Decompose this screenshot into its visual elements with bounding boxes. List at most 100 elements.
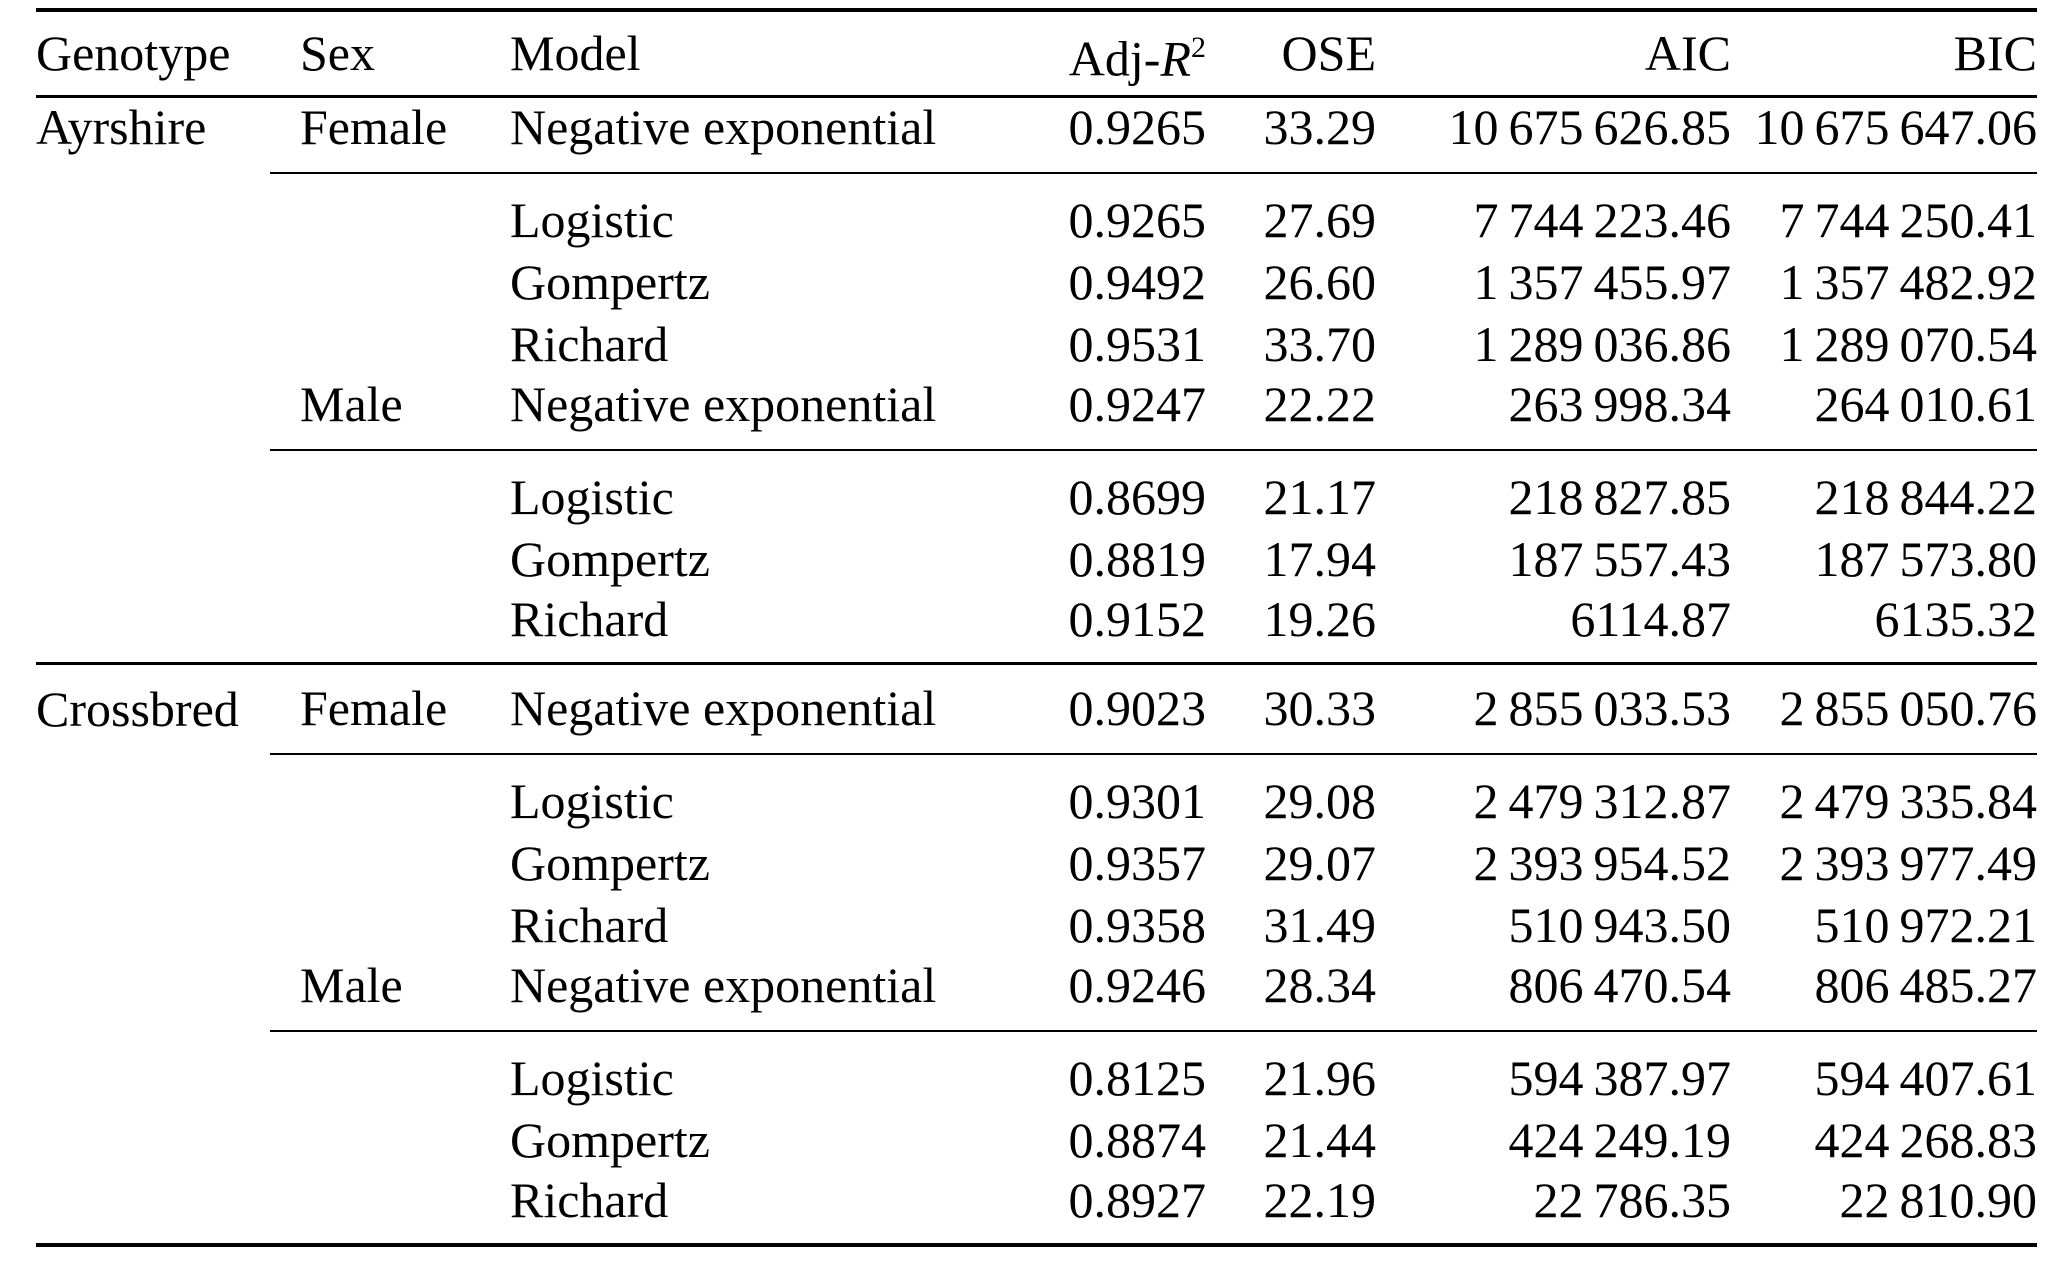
adj-r2-cell: 0.9246 <box>1068 957 1207 1013</box>
bic-cell: 187 573.80 <box>1814 530 2037 587</box>
genotype-cell <box>36 313 270 375</box>
genotype-cell <box>36 832 270 894</box>
model-cell: Richard <box>510 897 669 953</box>
model-cell: Gompertz <box>510 253 710 310</box>
table-row: Crossbred Female Negative exponential 0.… <box>36 679 2037 754</box>
sex-cell <box>270 590 480 664</box>
table-row: Gompertz 0.9492 26.60 1 357 455.97 1 357… <box>36 251 2037 313</box>
section-divider <box>36 661 2037 679</box>
adj-r2-symbol: R <box>1160 30 1191 87</box>
group-divider <box>36 1030 2037 1047</box>
aic-cell: 1 357 455.97 <box>1473 253 1731 310</box>
genotype-cell <box>36 528 270 590</box>
bic-cell: 7 744 250.41 <box>1779 191 2037 248</box>
aic-cell: 6114.87 <box>1570 590 1731 647</box>
table-row: Richard 0.9152 19.26 6114.87 6135.32 <box>36 590 2037 664</box>
model-cell: Richard <box>510 315 669 372</box>
genotype-cell <box>36 189 270 251</box>
sex-cell <box>270 466 480 528</box>
bic-cell: 510 972.21 <box>1814 897 2037 953</box>
divider-gap <box>36 173 270 189</box>
adj-r2-prefix: Adj- <box>1068 30 1161 87</box>
genotype-cell <box>36 590 270 664</box>
partial-rule <box>270 171 2037 189</box>
aic-cell: 7 744 223.46 <box>1473 191 1731 248</box>
aic-cell: 1 289 036.86 <box>1473 315 1731 372</box>
bic-cell: 2 393 977.49 <box>1779 835 2037 891</box>
model-cell: Richard <box>510 590 669 647</box>
adj-r2-cell: 0.9247 <box>1068 375 1207 432</box>
adj-r2-cell: 0.9265 <box>1068 98 1207 155</box>
adj-r2-cell: 0.8927 <box>1068 1172 1207 1228</box>
aic-cell: 510 943.50 <box>1508 897 1731 953</box>
genotype-cell: Ayrshire <box>36 99 207 155</box>
bic-cell: 22 810.90 <box>1839 1172 2037 1228</box>
adj-r2-cell: 0.8125 <box>1068 1050 1207 1106</box>
ose-cell: 26.60 <box>1263 253 1377 310</box>
column-header-bic: BIC <box>1731 10 2037 98</box>
sex-cell: Male <box>300 375 403 432</box>
table-header-row: Genotype Sex Model Adj-R2 OSE AIC BIC <box>36 10 2037 98</box>
table-row: Logistic 0.9265 27.69 7 744 223.46 7 744… <box>36 189 2037 251</box>
sex-cell <box>270 313 480 375</box>
table-row: Male Negative exponential 0.9247 22.22 2… <box>36 375 2037 450</box>
group-divider <box>36 448 2037 466</box>
aic-cell: 2 393 954.52 <box>1473 835 1731 891</box>
table-row: Male Negative exponential 0.9246 28.34 8… <box>36 956 2037 1031</box>
model-cell: Logistic <box>510 468 674 525</box>
ose-cell: 29.08 <box>1263 773 1377 829</box>
genotype-cell <box>36 1047 270 1109</box>
ose-cell: 19.26 <box>1263 590 1377 647</box>
bic-cell: 2 855 050.76 <box>1779 680 2037 736</box>
adj-r2-cell: 0.9492 <box>1068 253 1207 310</box>
table-row: Logistic 0.9301 29.08 2 479 312.87 2 479… <box>36 770 2037 832</box>
aic-cell: 22 786.35 <box>1533 1172 1731 1228</box>
bic-cell: 1 357 482.92 <box>1779 253 2037 310</box>
ose-cell: 33.70 <box>1263 315 1377 372</box>
model-cell: Negative exponential <box>510 375 937 432</box>
column-header-aic: AIC <box>1376 10 1731 98</box>
bic-cell: 594 407.61 <box>1814 1050 2037 1106</box>
model-cell: Logistic <box>510 1050 674 1106</box>
model-cell: Negative exponential <box>510 680 937 736</box>
aic-cell: 263 998.34 <box>1508 375 1731 432</box>
bic-cell: 1 289 070.54 <box>1779 315 2037 372</box>
adj-r2-cell: 0.9358 <box>1068 897 1207 953</box>
divider-gap <box>36 450 270 466</box>
sex-cell <box>270 251 480 313</box>
sex-cell: Female <box>300 680 448 736</box>
bic-cell: 424 268.83 <box>1814 1112 2037 1168</box>
ose-cell: 29.07 <box>1263 835 1377 891</box>
genotype-cell <box>36 251 270 313</box>
aic-cell: 594 387.97 <box>1508 1050 1731 1106</box>
genotype-cell <box>36 956 270 1031</box>
genotype-cell <box>36 1171 270 1245</box>
column-header-model: Model <box>480 10 1046 98</box>
partial-rule <box>270 1030 2037 1047</box>
bic-cell: 10 675 647.06 <box>1754 98 2037 155</box>
sex-cell <box>270 189 480 251</box>
ose-cell: 31.49 <box>1263 897 1377 953</box>
sex-cell <box>270 1047 480 1109</box>
model-cell: Gompertz <box>510 1112 710 1168</box>
model-cell: Gompertz <box>510 530 710 587</box>
table-row: Gompertz 0.8874 21.44 424 249.19 424 268… <box>36 1109 2037 1171</box>
bic-cell: 264 010.61 <box>1814 375 2037 432</box>
ose-cell: 17.94 <box>1263 530 1377 587</box>
table-row: Richard 0.9358 31.49 510 943.50 510 972.… <box>36 894 2037 956</box>
table-row: Ayrshire Female Negative exponential 0.9… <box>36 96 2037 173</box>
sex-cell <box>270 832 480 894</box>
bic-cell: 218 844.22 <box>1814 468 2037 525</box>
adj-r2-cell: 0.9023 <box>1068 680 1207 736</box>
adj-r2-superscript: 2 <box>1191 30 1206 64</box>
ose-cell: 21.44 <box>1263 1112 1377 1168</box>
genotype-cell: Crossbred <box>36 680 239 737</box>
table-row: Logistic 0.8125 21.96 594 387.97 594 407… <box>36 1047 2037 1109</box>
adj-r2-cell: 0.9265 <box>1068 191 1207 248</box>
aic-cell: 806 470.54 <box>1508 957 1731 1013</box>
adj-r2-cell: 0.9531 <box>1068 315 1207 372</box>
bic-cell: 6135.32 <box>1874 590 2038 647</box>
model-fit-statistics-table: Genotype Sex Model Adj-R2 OSE AIC BIC Ay… <box>36 8 2037 1247</box>
genotype-cell <box>36 1109 270 1171</box>
